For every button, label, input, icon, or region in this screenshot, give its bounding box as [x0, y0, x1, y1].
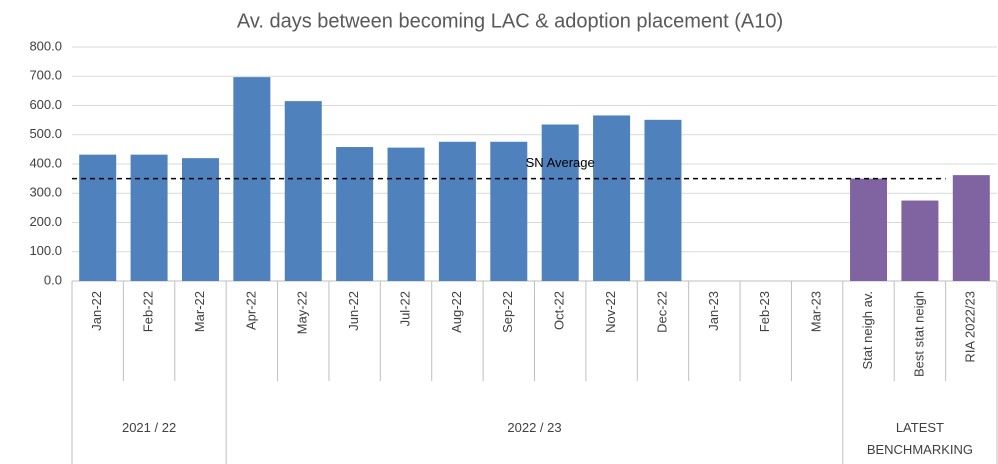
bar	[490, 141, 528, 281]
bar	[901, 200, 939, 281]
bar	[130, 154, 168, 281]
x-tick-label: May-22	[295, 291, 310, 334]
x-tick-label: Feb-23	[757, 291, 772, 332]
x-tick-label: Feb-22	[141, 291, 156, 332]
y-tick-label: 800.0	[29, 38, 62, 53]
y-tick-label: 200.0	[29, 214, 62, 229]
bar	[387, 147, 425, 281]
group-label: 2022 / 23	[507, 420, 562, 435]
x-tick-label: RIA 2022/23	[963, 291, 978, 363]
y-tick-label: 0.0	[44, 272, 62, 287]
x-tick-label: Dec-22	[654, 291, 669, 333]
x-tick-label: Nov-22	[603, 291, 618, 333]
bar	[181, 158, 219, 281]
x-tick-label: Oct-22	[552, 291, 567, 330]
x-tick-label: Jan-22	[89, 291, 104, 331]
bar	[952, 175, 990, 281]
x-tick-label: Jul-22	[397, 291, 412, 326]
reference-label: SN Average	[526, 155, 595, 170]
bar	[850, 178, 888, 281]
x-tick-label: Jan-23	[706, 291, 721, 331]
x-tick-label: Sep-22	[500, 291, 515, 333]
group-label: 2021 / 22	[121, 420, 177, 435]
x-tick-label: Aug-22	[449, 291, 464, 333]
y-tick-label: 500.0	[29, 126, 62, 141]
x-tick-label: Mar-23	[809, 291, 824, 332]
bar	[438, 141, 476, 281]
x-tick-label: Stat neigh av.	[860, 291, 875, 370]
y-tick-label: 300.0	[29, 185, 62, 200]
x-tick-label: Mar-22	[192, 291, 207, 332]
bar	[336, 147, 374, 281]
y-tick-label: 100.0	[29, 243, 62, 258]
group-label: LATEST BENCHMARKING	[866, 420, 973, 457]
y-tick-label: 700.0	[29, 68, 62, 83]
bar	[593, 115, 631, 281]
chart-title: Av. days between becoming LAC & adoption…	[237, 10, 783, 32]
bar	[79, 154, 117, 281]
y-tick-label: 600.0	[29, 97, 62, 112]
y-tick-label: 400.0	[29, 155, 62, 170]
bar	[284, 101, 322, 281]
bar	[541, 124, 579, 281]
x-tick-label: Best stat neigh	[911, 291, 926, 377]
x-tick-label: Jun-22	[346, 291, 361, 331]
bar	[644, 119, 682, 282]
x-tick-label: Apr-22	[243, 291, 258, 330]
